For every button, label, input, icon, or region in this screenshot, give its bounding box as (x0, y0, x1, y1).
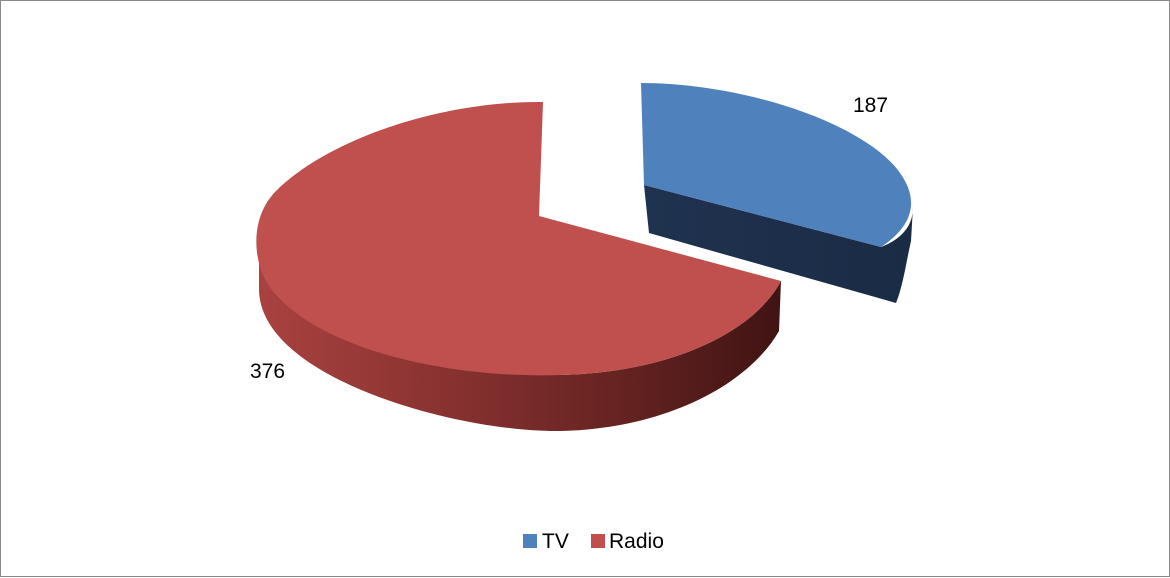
legend-label-radio: Radio (609, 530, 664, 553)
slice-tv-side (644, 185, 913, 303)
legend: TV Radio (523, 530, 664, 553)
slice-tv-top (641, 83, 912, 247)
slice-tv[interactable] (641, 83, 913, 303)
data-label-tv: 187 (853, 94, 888, 117)
data-label-radio: 376 (250, 360, 285, 383)
slice-radio[interactable] (256, 101, 781, 432)
legend-swatch-radio (591, 534, 605, 548)
legend-label-tv: TV (542, 530, 569, 553)
legend-swatch-tv (523, 534, 537, 548)
slice-radio-side (259, 239, 781, 432)
slice-radio-top (256, 101, 781, 376)
